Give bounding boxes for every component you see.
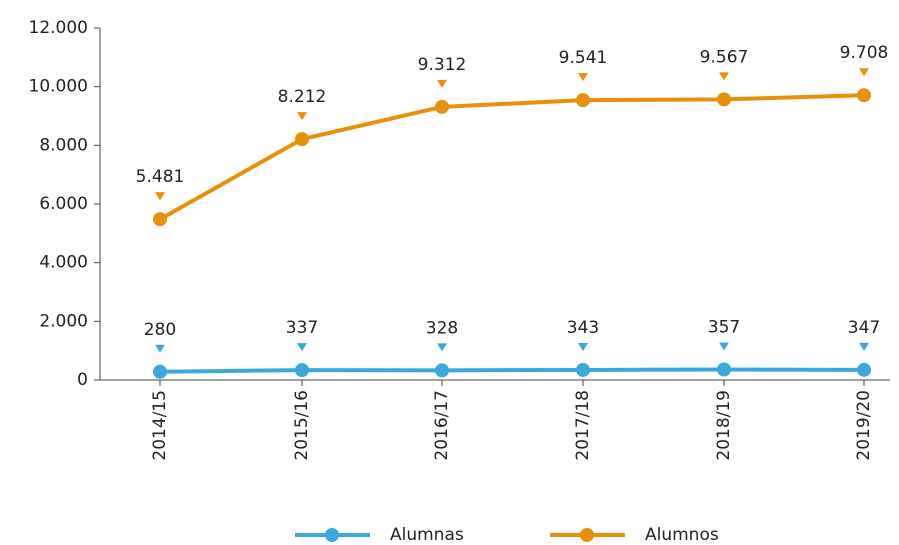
value-label: 328 <box>426 318 458 338</box>
value-label: 343 <box>567 318 599 338</box>
label-marker <box>719 342 729 351</box>
point <box>295 132 309 147</box>
value-label: 9.567 <box>700 47 749 67</box>
point <box>435 99 449 114</box>
y-tick-label: 2.000 <box>39 311 88 331</box>
point <box>717 362 731 377</box>
label-marker <box>437 79 447 88</box>
point <box>295 363 309 378</box>
point <box>857 88 871 103</box>
x-tick-label: 2019/20 <box>854 390 874 461</box>
value-label: 347 <box>848 318 880 338</box>
value-label: 8.212 <box>278 87 327 107</box>
legend-label: Alumnas <box>390 525 464 545</box>
x-tick-label: 2014/15 <box>150 390 170 461</box>
x-tick-label: 2016/17 <box>432 390 452 461</box>
value-label: 9.312 <box>418 55 467 75</box>
value-label: 9.541 <box>559 48 608 68</box>
line <box>159 93 865 221</box>
line <box>159 367 865 374</box>
label-marker <box>437 343 447 352</box>
y-tick-label: 4.000 <box>39 253 88 273</box>
legend-marker <box>325 528 339 542</box>
point <box>857 362 871 377</box>
point <box>153 364 167 379</box>
value-label: 280 <box>144 320 176 340</box>
x-tick-label: 2018/19 <box>714 390 734 461</box>
y-tick-label: 0 <box>77 370 88 390</box>
label-marker <box>719 72 729 81</box>
label-marker <box>859 68 869 77</box>
label-marker <box>297 343 307 352</box>
point <box>435 363 449 378</box>
x-tick-label: 2015/16 <box>292 390 312 461</box>
value-label: 337 <box>286 318 318 338</box>
point <box>153 212 167 227</box>
point <box>576 93 590 108</box>
value-label: 9.708 <box>840 43 889 63</box>
y-tick-label: 10.000 <box>29 77 88 97</box>
point <box>717 92 731 107</box>
label-marker <box>859 342 869 351</box>
x-tick-label: 2017/18 <box>573 390 593 461</box>
label-marker <box>155 344 165 353</box>
label-marker <box>297 112 307 121</box>
value-label: 5.481 <box>136 167 185 187</box>
y-tick-label: 6.000 <box>39 194 88 214</box>
y-tick-label: 12.000 <box>29 18 88 38</box>
value-label: 357 <box>708 318 740 338</box>
legend-label: Alumnos <box>645 525 719 545</box>
legend-marker <box>580 528 594 542</box>
label-marker <box>578 342 588 351</box>
label-marker <box>155 192 165 201</box>
label-marker <box>578 73 588 82</box>
y-tick-label: 8.000 <box>39 135 88 155</box>
point <box>576 362 590 377</box>
